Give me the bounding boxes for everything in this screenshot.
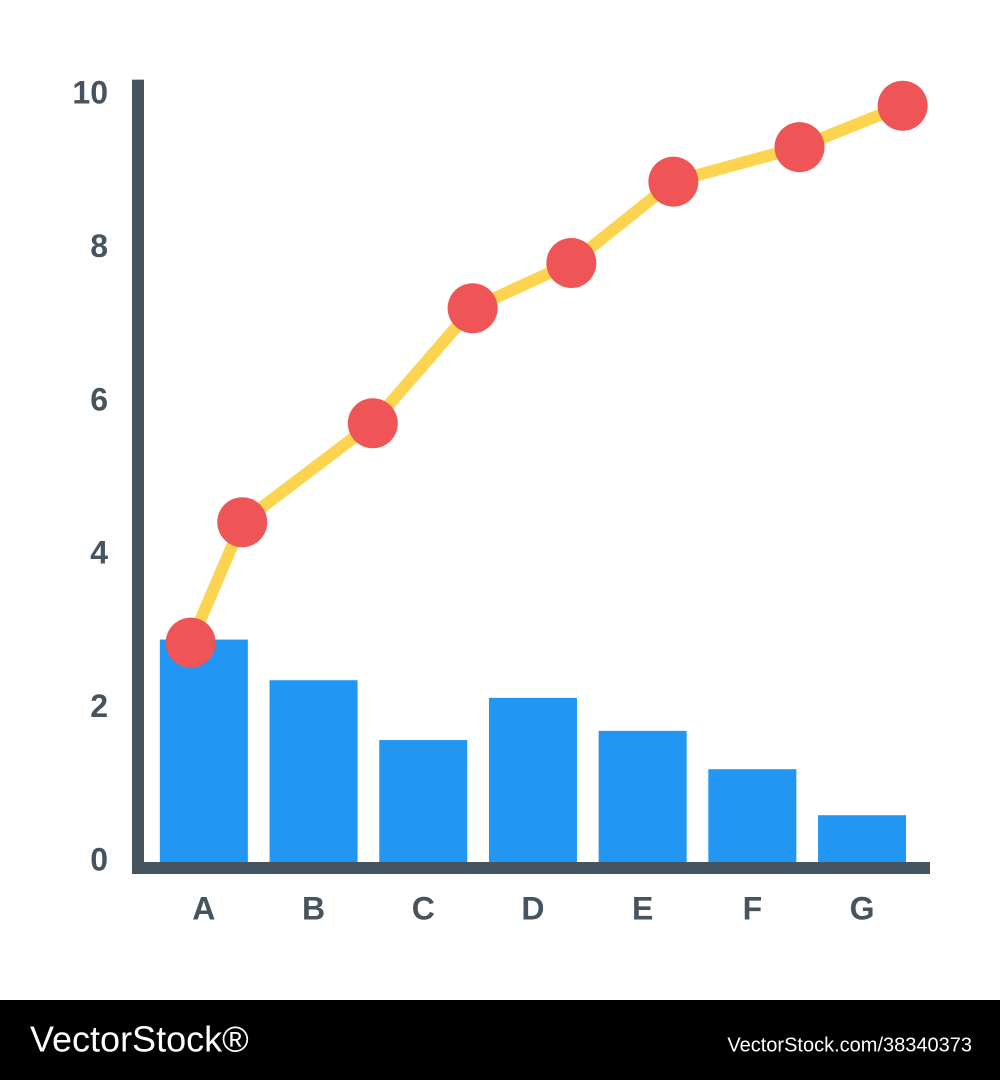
watermark-brand: VectorStock® bbox=[30, 1019, 249, 1060]
x-tick-label: B bbox=[302, 890, 325, 926]
line-marker bbox=[648, 156, 699, 207]
y-tick-label: 0 bbox=[90, 841, 108, 877]
watermark-id: VectorStock.com/38340373 bbox=[727, 1034, 972, 1056]
line-marker bbox=[217, 497, 268, 548]
line-marker bbox=[447, 283, 498, 334]
y-tick-label: 4 bbox=[90, 535, 108, 571]
x-tick-label: G bbox=[850, 890, 875, 926]
y-tick-label: 6 bbox=[90, 381, 108, 417]
x-tick-label: F bbox=[743, 890, 763, 926]
y-axis bbox=[132, 79, 144, 874]
x-tick-label: E bbox=[632, 890, 653, 926]
line-marker bbox=[774, 122, 825, 173]
y-tick-label: 8 bbox=[90, 228, 108, 264]
bar bbox=[818, 815, 907, 862]
bar bbox=[159, 639, 248, 862]
line-marker bbox=[877, 80, 928, 131]
bar bbox=[598, 730, 687, 862]
x-tick-label: A bbox=[192, 890, 215, 926]
bar bbox=[379, 740, 468, 862]
y-tick-label: 10 bbox=[72, 74, 108, 110]
x-axis bbox=[132, 862, 930, 874]
x-tick-label: C bbox=[412, 890, 435, 926]
line-marker bbox=[546, 237, 597, 288]
line-marker bbox=[165, 617, 216, 668]
bar bbox=[488, 697, 577, 862]
bar bbox=[708, 769, 797, 862]
line-marker bbox=[347, 398, 398, 449]
y-tick-label: 2 bbox=[90, 688, 108, 724]
bar bbox=[269, 680, 358, 862]
x-tick-label: D bbox=[521, 890, 544, 926]
watermark-bar bbox=[0, 1000, 1000, 1080]
